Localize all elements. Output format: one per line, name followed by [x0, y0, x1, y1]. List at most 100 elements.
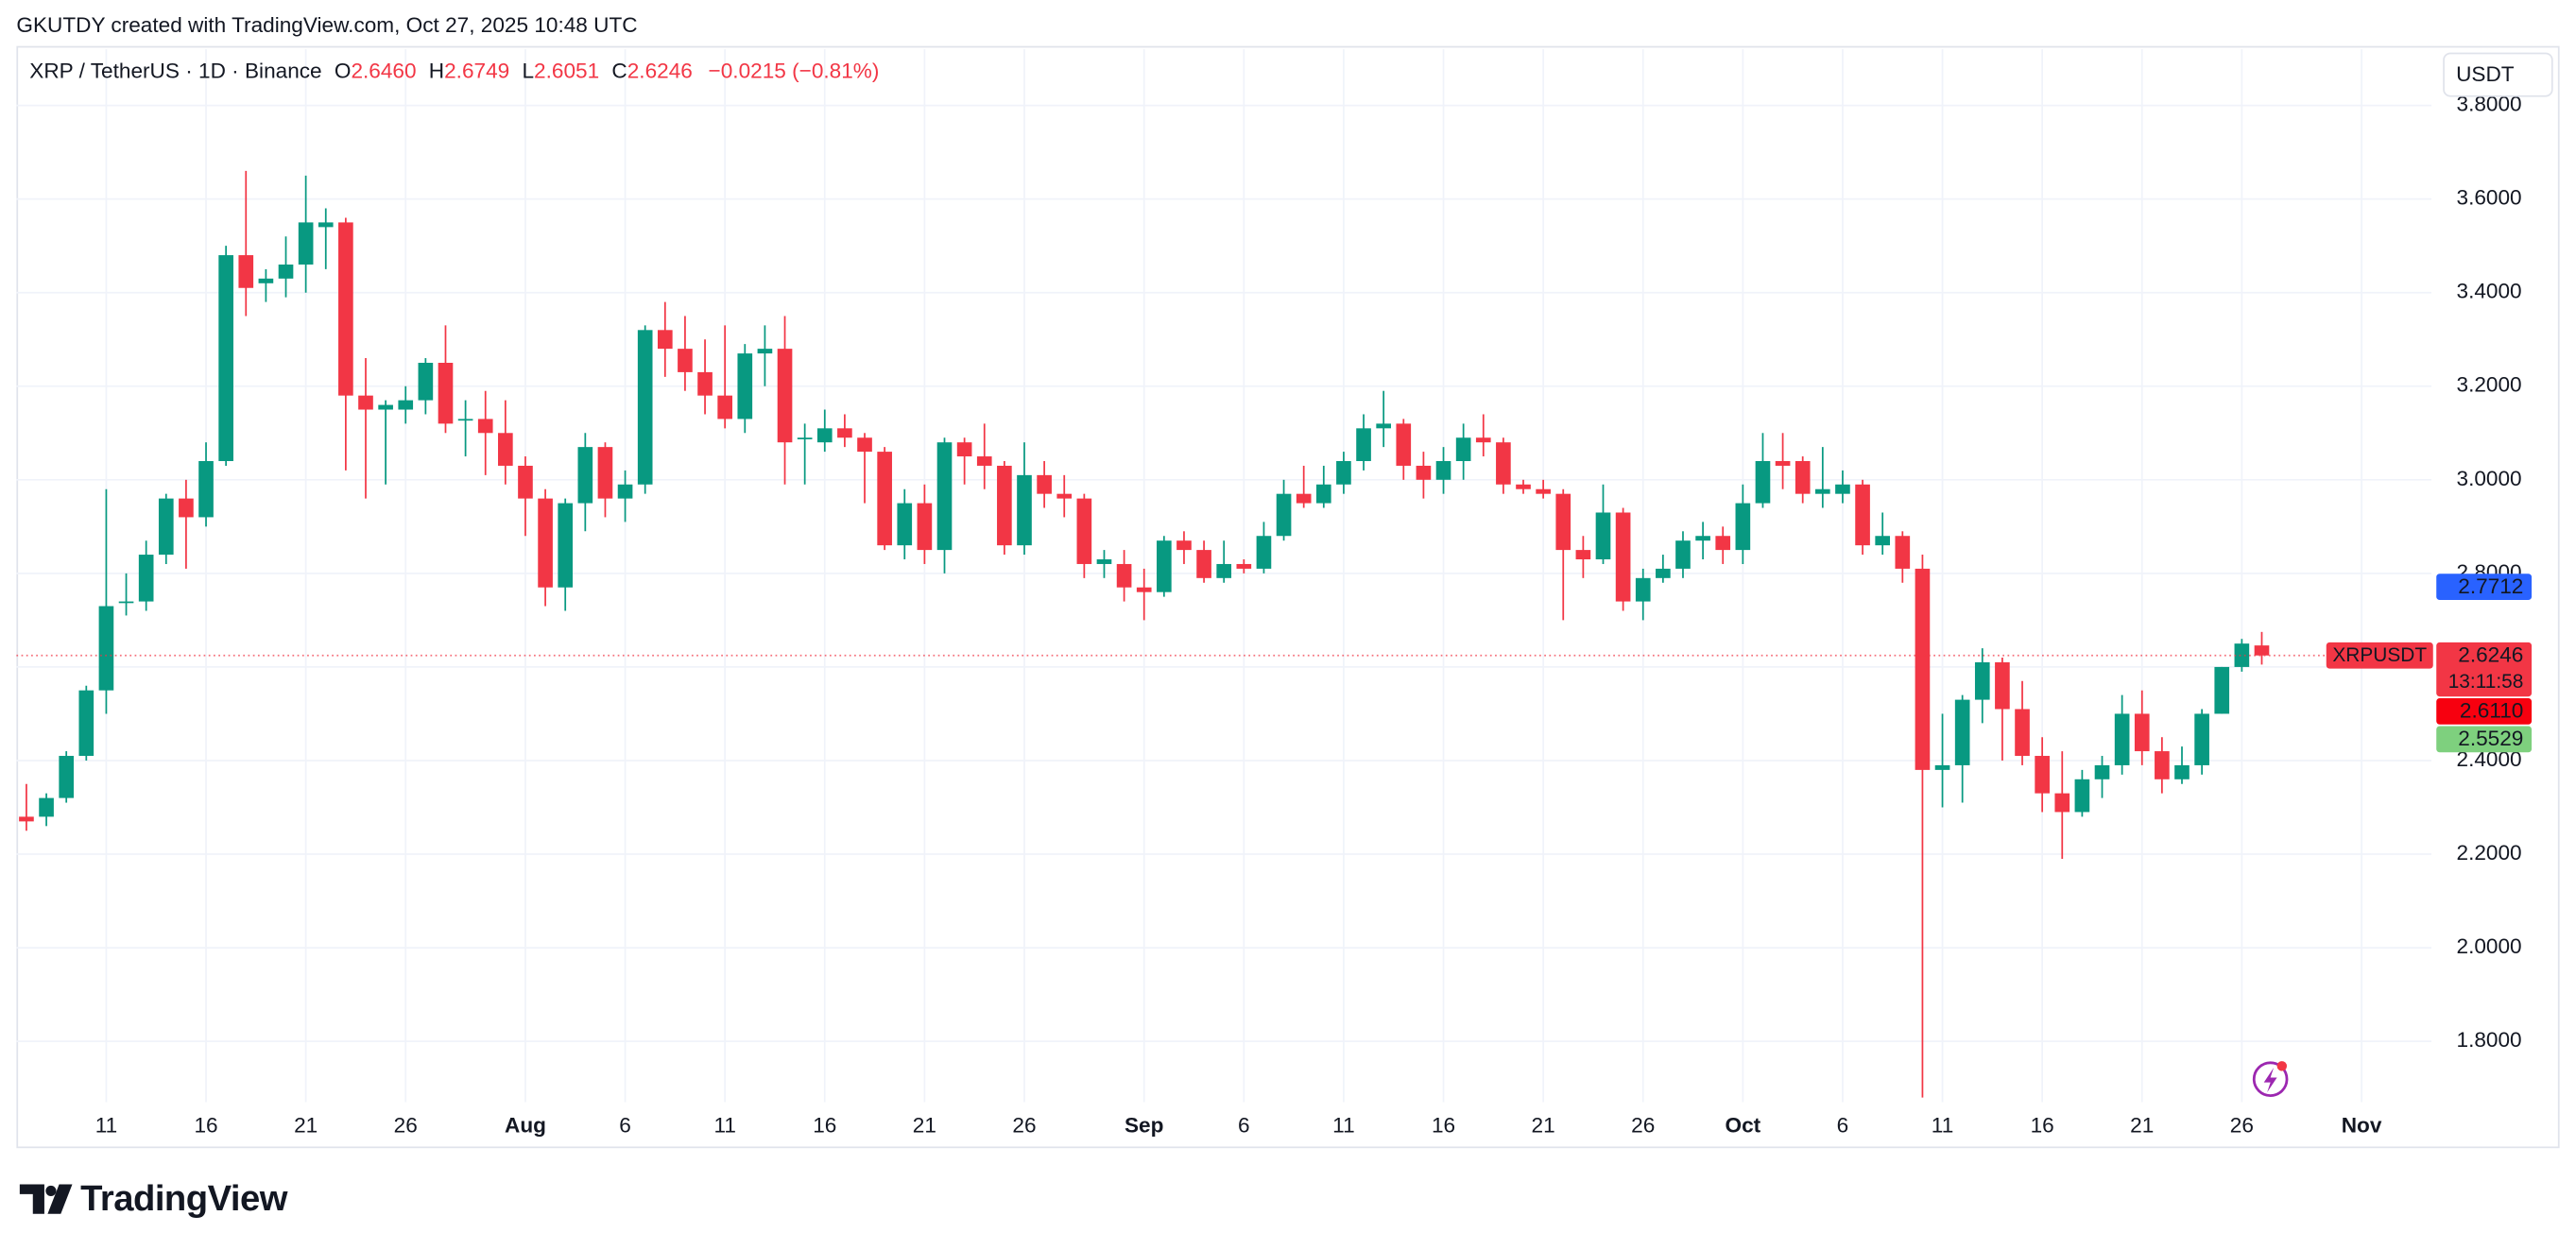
candle-body — [418, 362, 434, 401]
price-label-box — [2436, 726, 2533, 753]
frame — [16, 45, 2560, 1149]
credit: GKUTDY created with TradingView.com, Oct… — [16, 13, 637, 37]
x-tick-label: 11 — [713, 1114, 735, 1138]
symbol-tag — [2326, 642, 2433, 669]
candle-body — [1096, 559, 1112, 564]
candle-body — [1775, 461, 1791, 466]
candle-body — [1315, 484, 1331, 504]
x-tick-label: 26 — [1631, 1114, 1655, 1138]
candle-body — [678, 349, 693, 372]
logo-shape[interactable] — [47, 1184, 73, 1214]
price-label-box — [2436, 642, 2533, 697]
candle-body — [538, 498, 553, 588]
legend-key: L — [522, 59, 534, 82]
candle-body — [897, 503, 913, 546]
lightning-dot[interactable] — [2276, 1061, 2288, 1071]
candle-body — [1475, 437, 1491, 443]
candle-body — [1296, 493, 1312, 504]
candle-body — [338, 222, 353, 396]
candle-body — [98, 606, 114, 691]
candle-body — [637, 330, 653, 485]
candle-body — [1954, 699, 1970, 765]
legend-value: 2.6051 — [534, 59, 599, 82]
symbol-tag-label: XRPUSDT — [2332, 644, 2427, 666]
candle-body — [1196, 550, 1211, 578]
currency-button[interactable]: USDT — [2443, 52, 2553, 97]
candle-body — [2035, 756, 2050, 794]
x-tick-label: 16 — [194, 1114, 217, 1138]
candle-body — [1017, 474, 1032, 546]
brand-logo[interactable]: TradingView — [19, 1178, 288, 1219]
candle-body — [59, 756, 75, 798]
lightning-icon[interactable] — [2252, 1061, 2289, 1097]
currency-button-box[interactable] — [2443, 52, 2553, 97]
candle-body — [298, 222, 314, 265]
candle-body — [717, 395, 732, 420]
candle-body — [1516, 484, 1531, 489]
brand-name[interactable]: TradingView — [80, 1178, 288, 1219]
price-label: 2.6110 — [2460, 699, 2523, 723]
x-tick-label: 16 — [813, 1114, 836, 1138]
axes: 1.80002.00002.20002.40002.60002.80003.00… — [95, 93, 2533, 1138]
candle-body — [278, 264, 294, 279]
x-tick-label: 6 — [619, 1114, 631, 1138]
candle-body — [1356, 428, 1371, 462]
candle-body — [1256, 536, 1272, 569]
candle-body — [657, 330, 673, 350]
candle-body — [2194, 713, 2209, 765]
candle-body — [2054, 793, 2070, 813]
candle-body — [697, 371, 713, 396]
candle-body — [477, 419, 493, 434]
candle-body — [457, 419, 473, 421]
candle-body — [1555, 493, 1571, 551]
candle-body — [1675, 540, 1691, 569]
y-tick-label: 1.8000 — [2457, 1028, 2522, 1052]
lightning-bolt[interactable] — [2263, 1068, 2277, 1093]
candle-body — [358, 395, 373, 410]
candle-body — [1276, 493, 1292, 537]
candle-body — [78, 690, 94, 757]
candle-body — [777, 349, 793, 443]
candle-body — [1755, 461, 1771, 504]
legend-value: 2.6749 — [444, 59, 509, 82]
candle-body — [1895, 536, 1911, 569]
candle-body — [837, 428, 852, 438]
candle-body — [258, 278, 274, 283]
candle-body — [378, 404, 393, 410]
candle-body — [1635, 577, 1651, 602]
lightning-circle[interactable] — [2252, 1061, 2289, 1097]
x-tick-label: 11 — [1332, 1114, 1354, 1138]
candle-body — [1336, 461, 1351, 485]
candles — [16, 170, 2432, 1098]
candle-body — [1875, 536, 1891, 546]
x-tick-label: 21 — [294, 1114, 318, 1138]
x-tick-label: 11 — [1932, 1114, 1953, 1138]
candle-body — [1176, 540, 1192, 551]
logo-shape[interactable] — [45, 1185, 57, 1196]
candle-body — [997, 465, 1012, 546]
candle-body — [1855, 484, 1870, 546]
candle-body — [1915, 568, 1931, 770]
candle-body — [956, 442, 972, 457]
y-tick-label: 3.0000 — [2457, 467, 2522, 490]
x-tick-label: 26 — [394, 1114, 418, 1138]
currency-button-label[interactable]: USDT — [2456, 62, 2515, 86]
price-label: 2.7712 — [2458, 574, 2523, 598]
candle-body — [577, 447, 593, 504]
candle-body — [1116, 563, 1132, 588]
x-tick-label: Aug — [505, 1114, 546, 1138]
candle-body — [1416, 465, 1432, 480]
x-tick-label: Oct — [1726, 1114, 1761, 1138]
logo-shape[interactable] — [19, 1184, 44, 1214]
candle-body — [1815, 488, 1830, 494]
y-tick-label: 3.6000 — [2457, 186, 2522, 210]
legend-value: 2.6460 — [351, 59, 416, 82]
x-tick-label: 16 — [2031, 1114, 2054, 1138]
candle-body — [597, 447, 613, 499]
price-label-box — [2436, 697, 2533, 725]
candle-body — [19, 816, 34, 822]
x-tick-label: Sep — [1125, 1114, 1163, 1138]
candle-body — [1236, 563, 1252, 569]
candle-body — [398, 400, 414, 410]
